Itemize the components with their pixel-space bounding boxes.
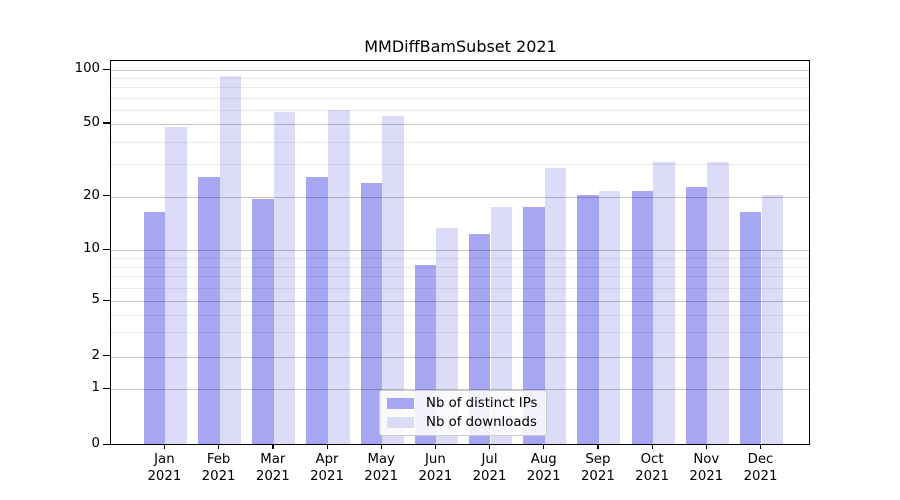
bar-oct-distinct-ips <box>631 190 654 444</box>
bar-feb-distinct-ips <box>198 176 220 444</box>
legend-entry-downloads: Nb of downloads <box>387 415 537 430</box>
y-tick-label-2: 2 <box>91 347 100 363</box>
gridline-major-1 <box>111 389 809 391</box>
gridline-minor-90 <box>111 78 809 80</box>
gridline-major-2 <box>111 356 809 358</box>
y-tick-mark-10 <box>103 248 110 251</box>
gridline-minor-4 <box>111 314 809 316</box>
x-tick-label-mar: Mar 2021 <box>255 452 290 484</box>
gridline-minor-80 <box>111 87 809 89</box>
y-tick-label-100: 100 <box>74 61 100 76</box>
x-tick-mark-nov <box>705 445 708 449</box>
y-tick-mark-100 <box>103 68 110 70</box>
gridline-minor-7 <box>111 276 809 278</box>
y-tick-mark-5 <box>103 299 110 301</box>
gridline-major-5 <box>111 301 809 302</box>
gridline-major-50 <box>111 123 809 125</box>
bar-may-distinct-ips <box>360 183 383 444</box>
bar-may-downloads <box>382 115 404 444</box>
gridline-minor-8 <box>111 266 809 268</box>
y-tick-label-5: 5 <box>91 292 100 307</box>
y-tick-label-0: 0 <box>91 436 100 452</box>
y-tick-mark-50 <box>103 122 110 124</box>
x-tick-mark-jun <box>434 445 437 449</box>
bar-jun-downloads <box>436 227 458 444</box>
y-tick-mark-20 <box>103 195 110 197</box>
bar-sep-distinct-ips <box>577 194 599 444</box>
plot-area <box>110 60 810 445</box>
y-tick-mark-2 <box>103 355 110 357</box>
bar-nov-downloads <box>707 162 729 444</box>
bar-mar-distinct-ips <box>252 198 274 444</box>
legend-label-downloads: Nb of downloads <box>426 415 537 430</box>
gridline-minor-60 <box>111 109 809 111</box>
x-tick-label-sep: Sep 2021 <box>580 452 615 484</box>
bar-aug-downloads <box>544 167 567 444</box>
bar-oct-downloads <box>653 162 675 444</box>
bar-nov-distinct-ips <box>685 186 708 444</box>
gridline-major-100 <box>111 70 809 71</box>
x-tick-mark-jul <box>489 445 491 449</box>
x-tick-mark-jan <box>163 445 166 449</box>
x-tick-mark-oct <box>651 445 653 449</box>
legend-entry-distinct-ips: Nb of distinct IPs <box>387 396 537 411</box>
gridline-minor-70 <box>111 97 809 99</box>
x-tick-label-oct: Oct 2021 <box>635 452 670 484</box>
x-tick-mark-dec <box>760 445 762 449</box>
legend: Nb of distinct IPs Nb of downloads <box>379 390 548 436</box>
x-tick-mark-aug <box>543 445 545 449</box>
gridline-major-20 <box>111 196 809 198</box>
x-tick-label-apr: Apr 2021 <box>310 452 344 484</box>
bar-jan-downloads <box>165 126 187 444</box>
bar-apr-downloads <box>328 110 350 444</box>
x-tick-label-nov: Nov 2021 <box>689 452 724 484</box>
y-tick-label-20: 20 <box>83 187 100 203</box>
y-tick-label-10: 10 <box>83 241 100 257</box>
y-tick-mark-0 <box>103 443 110 446</box>
chart-title: MMDiffBamSubset 2021 <box>364 37 557 56</box>
x-tick-label-aug: Aug 2021 <box>526 452 561 484</box>
y-tick-mark-1 <box>103 387 110 390</box>
gridline-minor-40 <box>111 141 809 143</box>
x-tick-label-jun: Jun 2021 <box>418 452 453 484</box>
x-tick-label-dec: Dec 2021 <box>743 452 778 484</box>
bar-jan-distinct-ips <box>143 211 166 444</box>
gridline-minor-30 <box>111 164 809 166</box>
x-tick-mark-may <box>380 445 382 449</box>
x-tick-mark-apr <box>326 445 328 449</box>
y-tick-label-50: 50 <box>83 114 100 130</box>
x-tick-mark-sep <box>597 445 599 449</box>
bar-aug-distinct-ips <box>523 207 545 444</box>
legend-label-distinct-ips: Nb of distinct IPs <box>426 396 538 411</box>
x-tick-mark-feb <box>218 445 220 449</box>
bar-jul-downloads <box>490 207 513 444</box>
x-tick-mark-mar <box>272 445 274 449</box>
gridline-minor-6 <box>111 287 809 289</box>
bar-sep-downloads <box>598 190 621 444</box>
legend-swatch-distinct-ips <box>387 398 414 409</box>
legend-swatch-downloads <box>387 417 414 428</box>
bar-apr-distinct-ips <box>306 176 328 444</box>
bar-feb-downloads <box>219 76 242 444</box>
y-tick-label-1: 1 <box>91 380 100 396</box>
x-tick-label-feb: Feb 2021 <box>201 452 236 484</box>
x-tick-label-may: May 2021 <box>364 452 399 484</box>
gridline-minor-3 <box>111 331 809 333</box>
bar-dec-downloads <box>761 194 784 444</box>
bar-dec-distinct-ips <box>739 211 762 444</box>
gridline-minor-9 <box>111 258 809 259</box>
x-tick-label-jan: Jan 2021 <box>147 452 182 484</box>
bar-mar-downloads <box>273 111 296 444</box>
x-tick-label-jul: Jul 2021 <box>472 452 507 484</box>
gridline-major-10 <box>111 250 809 252</box>
